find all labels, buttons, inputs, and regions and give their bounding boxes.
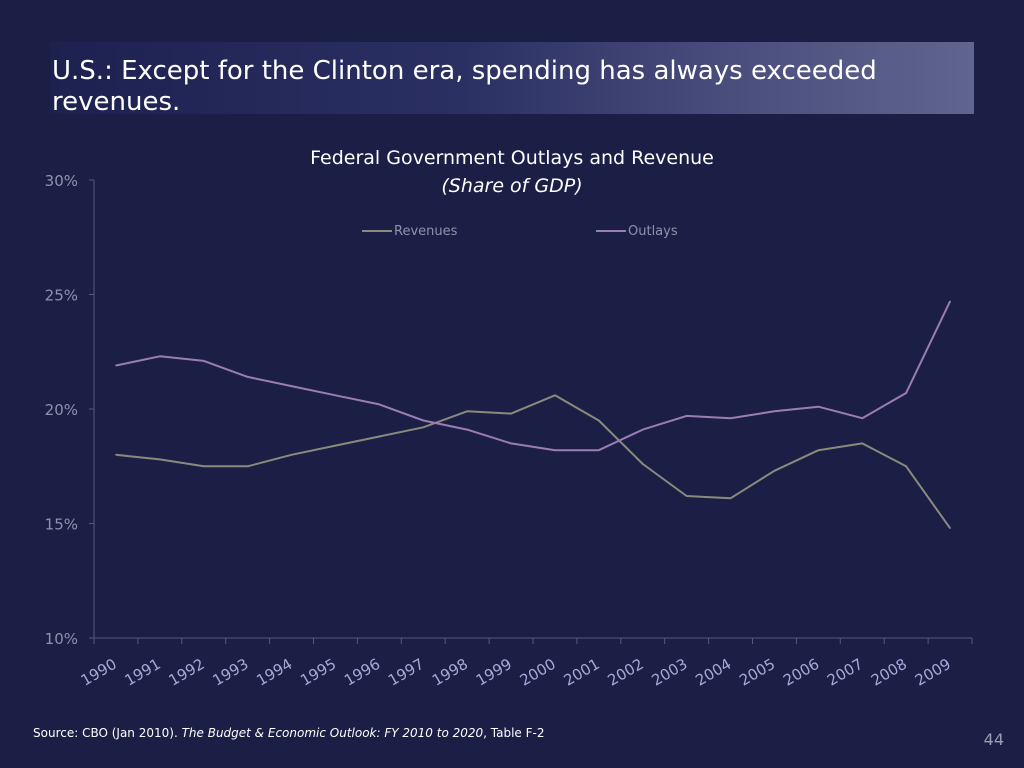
data-point-outlays: [115, 364, 117, 367]
source-publication: The Budget & Economic Outlook: FY 2010 t…: [181, 726, 484, 740]
x-tick-label: 2009: [912, 655, 954, 690]
data-point-revenues: [949, 527, 951, 529]
x-tick-label: 2001: [561, 655, 603, 690]
x-tick-label: 1992: [166, 655, 208, 690]
series-line-outlays: [115, 300, 951, 452]
data-point-outlays: [817, 405, 820, 408]
data-point-revenues: [510, 412, 512, 415]
x-tick-label: 1999: [473, 655, 515, 690]
data-point-revenues: [685, 495, 688, 497]
series-line-revenues: [115, 394, 951, 529]
data-point-outlays: [861, 417, 864, 419]
data-point-outlays: [378, 403, 381, 406]
data-point-outlays: [773, 410, 776, 413]
data-point-revenues: [246, 465, 249, 468]
x-tick-label: 1998: [429, 655, 471, 690]
data-point-revenues: [422, 426, 425, 429]
data-point-revenues: [466, 410, 468, 413]
x-tick-label: 1995: [297, 655, 339, 690]
data-point-revenues: [817, 449, 820, 452]
x-tick-label: 2000: [517, 655, 559, 690]
data-point-outlays: [641, 428, 644, 431]
x-tick-label: 2006: [780, 655, 822, 690]
data-point-outlays: [510, 442, 512, 445]
chart-subtitle: (Share of GDP): [441, 175, 582, 197]
data-point-revenues: [641, 463, 644, 465]
data-point-outlays: [422, 419, 425, 422]
data-point-outlays: [466, 428, 468, 431]
data-point-revenues: [773, 470, 776, 472]
data-point-outlays: [159, 355, 161, 358]
x-tick-label: 1993: [209, 655, 251, 690]
data-point-revenues: [861, 442, 864, 445]
x-tick-label: 1991: [122, 655, 164, 690]
x-tick-label: 2008: [868, 655, 910, 690]
data-point-outlays: [949, 300, 951, 303]
data-point-outlays: [598, 449, 600, 452]
x-tick-label: 1996: [341, 655, 383, 690]
y-tick-label: 20%: [45, 401, 78, 419]
x-tick-label: 2005: [736, 655, 778, 690]
data-point-outlays: [202, 360, 205, 362]
data-point-revenues: [290, 454, 293, 456]
chart-title: Federal Government Outlays and Revenue: [310, 147, 714, 169]
x-tick-label: 2007: [824, 655, 866, 690]
data-point-revenues: [554, 394, 556, 397]
data-point-outlays: [334, 394, 337, 397]
page-number: 44: [983, 730, 1004, 749]
legend-label-revenues: Revenues: [394, 224, 458, 239]
x-tick-label: 1990: [78, 655, 120, 690]
y-tick-label: 30%: [45, 172, 78, 190]
data-point-revenues: [334, 444, 337, 447]
data-point-revenues: [598, 419, 600, 422]
x-tick-label: 1994: [253, 655, 295, 690]
legend-label-outlays: Outlays: [628, 224, 678, 239]
y-tick-label: 15%: [45, 516, 78, 534]
title-band: [50, 42, 974, 114]
data-point-outlays: [905, 392, 907, 394]
x-tick-label: 2004: [692, 655, 734, 690]
data-point-revenues: [202, 465, 205, 468]
data-point-outlays: [685, 415, 688, 417]
y-tick-label: 10%: [45, 630, 78, 648]
data-point-revenues: [905, 465, 907, 468]
data-point-outlays: [290, 385, 293, 387]
x-tick-label: 1997: [385, 655, 427, 690]
data-point-revenues: [159, 458, 161, 461]
data-point-outlays: [246, 376, 249, 378]
source-note: Source: CBO (Jan 2010). The Budget & Eco…: [33, 726, 545, 740]
y-tick-label: 25%: [45, 287, 78, 305]
x-tick-label: 2002: [605, 655, 647, 690]
slide-title: U.S.: Except for the Clinton era, spendi…: [52, 56, 877, 117]
data-point-revenues: [378, 435, 381, 438]
data-point-revenues: [729, 497, 732, 500]
data-point-outlays: [729, 417, 732, 419]
source-prefix: Source: CBO (Jan 2010).: [33, 726, 182, 740]
x-tick-label: 2003: [648, 655, 690, 690]
data-point-outlays: [554, 449, 556, 452]
data-point-revenues: [115, 454, 117, 456]
source-suffix: , Table F-2: [483, 726, 545, 740]
